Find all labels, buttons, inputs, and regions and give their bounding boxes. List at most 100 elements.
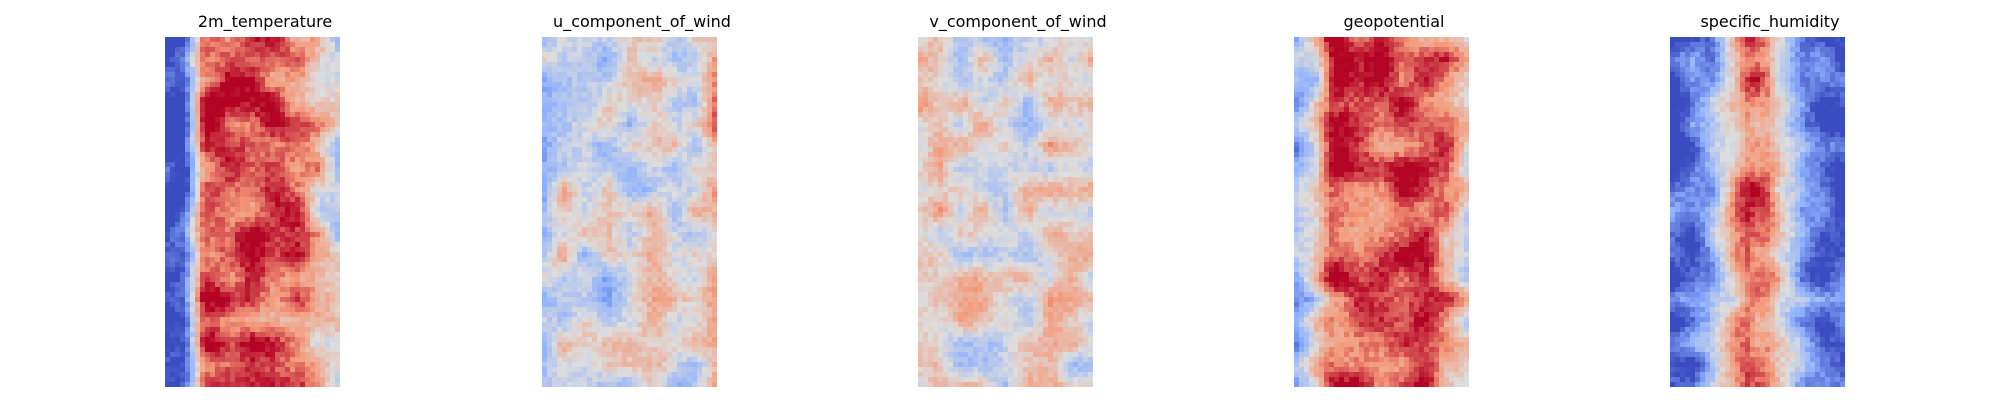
heatmap-cell: [265, 297, 271, 303]
heatmap-cell: [305, 217, 311, 223]
heatmap-cell: [667, 167, 673, 173]
heatmap-cell: [165, 317, 171, 323]
heatmap-cell: [1088, 37, 1093, 43]
heatmap-cell: [567, 347, 573, 353]
heatmap-cell: [210, 37, 216, 43]
heatmap-cell: [175, 197, 181, 203]
heatmap-cell: [210, 152, 216, 158]
heatmap-cell: [562, 52, 568, 58]
heatmap-cell: [245, 172, 251, 178]
heatmap-cell: [707, 242, 713, 248]
heatmap-cell: [592, 232, 598, 238]
heatmap-cell: [330, 367, 336, 373]
heatmap-cell: [190, 177, 196, 183]
heatmap-cell: [707, 162, 713, 168]
heatmap-cell: [180, 257, 186, 263]
heatmap-cell: [175, 47, 181, 53]
heatmap-cell: [270, 352, 276, 358]
heatmap-cell: [567, 332, 573, 338]
heatmap-cell: [265, 352, 271, 358]
heatmap-cell: [205, 252, 211, 258]
heatmap-cell: [330, 182, 336, 188]
heatmap-cell: [195, 237, 201, 243]
heatmap-cell: [577, 222, 583, 228]
heatmap-cell: [295, 127, 301, 133]
heatmap-cell: [632, 157, 638, 163]
heatmap-cell: [562, 147, 568, 153]
heatmap-cell: [310, 177, 316, 183]
heatmap-cell: [315, 217, 321, 223]
heatmap-cell: [280, 312, 286, 318]
heatmap-cell: [270, 332, 276, 338]
heatmap-cell: [582, 77, 588, 83]
heatmap-cell: [260, 37, 266, 43]
heatmap-cell: [597, 52, 603, 58]
heatmap-cell: [205, 347, 211, 353]
heatmap-cell: [587, 77, 593, 83]
heatmap-cell: [335, 87, 340, 93]
heatmap-cell: [667, 72, 673, 78]
heatmap-cell: [280, 282, 286, 288]
heatmap-cell: [667, 352, 673, 358]
heatmap-cell: [627, 67, 633, 73]
heatmap-cell: [702, 132, 708, 138]
heatmap-cell: [235, 82, 241, 88]
heatmap-cell: [562, 287, 568, 293]
heatmap-cell: [672, 332, 678, 338]
heatmap-cell: [697, 62, 703, 68]
heatmap-cell: [687, 317, 693, 323]
heatmap-cell: [205, 97, 211, 103]
heatmap-cell: [325, 262, 331, 268]
heatmap-cell: [702, 192, 708, 198]
heatmap-cell: [547, 52, 553, 58]
heatmap-cell: [190, 227, 196, 233]
heatmap-cell: [677, 102, 683, 108]
heatmap-cell: [330, 122, 336, 128]
heatmap-cell: [175, 37, 181, 43]
heatmap-cell: [205, 282, 211, 288]
heatmap-cell: [325, 237, 331, 243]
heatmap-cell: [300, 227, 306, 233]
heatmap-cell: [250, 52, 256, 58]
heatmap-cell: [652, 242, 658, 248]
heatmap-cell: [260, 52, 266, 58]
heatmap-cell: [627, 127, 633, 133]
heatmap-cell: [542, 172, 548, 178]
heatmap-cell: [647, 82, 653, 88]
heatmap-cell: [315, 352, 321, 358]
heatmap-cell: [220, 177, 226, 183]
heatmap-cell: [200, 212, 206, 218]
heatmap-cell: [225, 282, 231, 288]
heatmap-cell: [657, 162, 663, 168]
heatmap-cell: [195, 222, 201, 228]
heatmap-cell: [200, 217, 206, 223]
heatmap-cell: [692, 187, 698, 193]
heatmap-cell: [597, 382, 603, 387]
heatmap-cell: [335, 257, 340, 263]
heatmap-cell: [215, 347, 221, 353]
heatmap-cell: [572, 377, 578, 383]
heatmap-cell: [572, 92, 578, 98]
heatmap-cell: [310, 267, 316, 273]
heatmap-cell: [260, 157, 266, 163]
heatmap-cell: [235, 232, 241, 238]
heatmap-cell: [165, 142, 171, 148]
heatmap-cell: [587, 247, 593, 253]
heatmap-cell: [667, 117, 673, 123]
heatmap-cell: [260, 337, 266, 343]
heatmap-cell: [567, 52, 573, 58]
heatmap-cell: [597, 107, 603, 113]
heatmap-cell: [270, 282, 276, 288]
heatmap-cell: [672, 207, 678, 213]
heatmap-cell: [225, 157, 231, 163]
heatmap-cell: [300, 352, 306, 358]
heatmap-cell: [320, 167, 326, 173]
heatmap-cell: [642, 132, 648, 138]
heatmap-cell: [300, 277, 306, 283]
heatmap-cell: [702, 342, 708, 348]
heatmap-cell: [607, 132, 613, 138]
heatmap-cell: [938, 37, 944, 43]
heatmap-cell: [697, 72, 703, 78]
heatmap-cell: [190, 102, 196, 108]
heatmap-cell: [300, 82, 306, 88]
